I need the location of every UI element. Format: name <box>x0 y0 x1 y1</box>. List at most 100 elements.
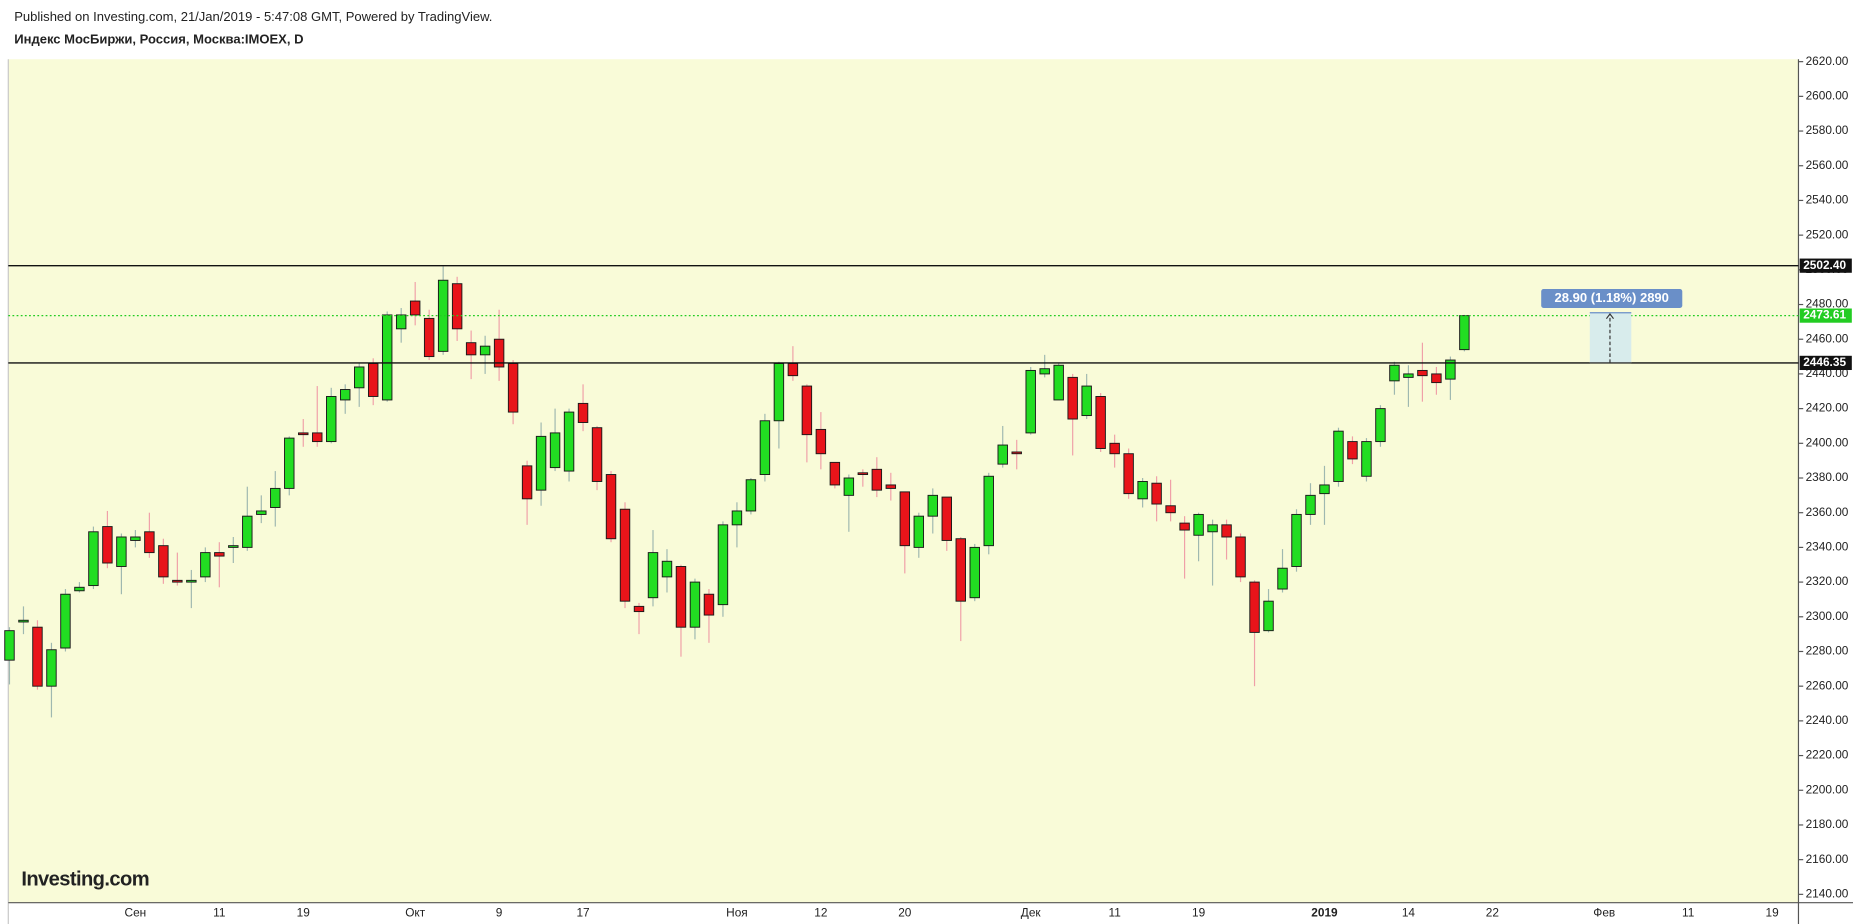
x-tick-label: 19 <box>1192 905 1206 919</box>
candle-body <box>46 649 57 687</box>
candle-body <box>1389 364 1400 382</box>
candle-body <box>1081 385 1092 417</box>
candle-body <box>759 420 771 476</box>
price-tag-label: 2446.35 <box>1803 355 1846 369</box>
candle-body <box>270 487 281 508</box>
price-tag <box>1799 258 1852 273</box>
candle-body <box>1361 441 1372 477</box>
candle-body <box>549 432 561 469</box>
candle-body <box>1263 600 1274 632</box>
candle-body <box>1417 369 1428 377</box>
candle-body <box>479 345 491 356</box>
candle-body <box>1431 373 1442 384</box>
candle-body <box>647 552 659 599</box>
price-tag <box>1799 355 1852 371</box>
candle-body <box>927 494 938 517</box>
candle-body <box>661 560 673 578</box>
x-tick-label: 11 <box>213 905 226 919</box>
published-note: Published on Investing.com, 21/Jan/2019 … <box>14 9 492 24</box>
candle-body <box>1319 484 1330 495</box>
candle-body <box>354 366 365 389</box>
candle-body <box>32 626 43 687</box>
x-tick-label: 17 <box>576 905 589 919</box>
candle-body <box>214 552 225 557</box>
candle-body <box>913 515 925 548</box>
x-tick-label: Сен <box>125 905 147 919</box>
candle-body <box>1053 364 1064 401</box>
y-tick-label: 2280.00 <box>1806 644 1849 658</box>
candle-body <box>801 385 813 436</box>
candle-body <box>577 402 589 423</box>
candle-body <box>1067 376 1078 420</box>
candle-body <box>340 389 351 401</box>
y-tick-label: 2540.00 <box>1806 193 1849 207</box>
candle-body <box>242 515 253 548</box>
candle-body <box>1109 442 1120 455</box>
candle-body <box>605 474 617 540</box>
y-tick-label: 2380.00 <box>1806 470 1849 484</box>
candle-body <box>815 428 827 455</box>
candle-body <box>451 283 463 330</box>
candle-body <box>228 545 239 548</box>
candle-body <box>130 536 141 541</box>
candle-body <box>284 437 295 489</box>
candle-body <box>619 508 631 602</box>
candle-body <box>1165 505 1176 514</box>
y-tick-label: 2260.00 <box>1806 678 1849 692</box>
candle-body <box>437 279 449 352</box>
y-tick-label: 2600.00 <box>1806 88 1849 102</box>
candle-body <box>675 566 687 628</box>
candle-body <box>256 510 267 515</box>
x-tick-label: Дек <box>1021 905 1042 919</box>
x-tick-label: 22 <box>1486 905 1499 919</box>
candle-body <box>1039 368 1050 375</box>
candle-body <box>563 411 575 472</box>
y-tick-label: 2480.00 <box>1806 297 1849 311</box>
candle-body <box>326 395 337 443</box>
candle-body <box>409 300 421 316</box>
y-tick-label: 2320.00 <box>1806 574 1849 588</box>
candle-body <box>116 536 127 567</box>
candle-body <box>1095 395 1106 449</box>
candle-body <box>1277 567 1288 590</box>
candle-body <box>507 363 519 413</box>
candle-body <box>1291 513 1302 567</box>
y-tick-label: 2220.00 <box>1806 748 1849 762</box>
candle-body <box>843 477 855 496</box>
last-price-tag <box>1799 308 1852 323</box>
candle-body <box>1151 482 1162 505</box>
candle-body <box>1193 513 1204 536</box>
y-tick-label: 2560.00 <box>1806 158 1849 172</box>
candle-body <box>703 593 715 616</box>
candle-body <box>423 317 435 358</box>
x-tick-label: Окт <box>405 905 426 919</box>
price-tag-label: 2502.40 <box>1803 258 1846 272</box>
plot-background <box>8 59 1799 903</box>
candle-body <box>1011 451 1022 455</box>
y-tick-label: 2200.00 <box>1806 782 1849 796</box>
last-price-label: 2473.61 <box>1803 308 1846 322</box>
measure-label: 28.90 (1.18%) 2890 <box>1555 290 1669 305</box>
candle-body <box>465 342 477 356</box>
x-tick-label: 20 <box>898 905 912 919</box>
candle-body <box>158 545 169 578</box>
candle-body <box>689 581 701 628</box>
candle-body <box>144 531 155 554</box>
candle-body <box>731 510 743 526</box>
candle-body <box>829 461 841 486</box>
candle-body <box>633 605 645 613</box>
candle-body <box>1025 369 1036 434</box>
candle-body <box>1445 359 1456 380</box>
y-tick-label: 2580.00 <box>1806 123 1849 137</box>
candle-body <box>941 496 952 541</box>
candle-body <box>787 363 799 377</box>
candle-body <box>1137 481 1148 500</box>
candle-body <box>997 444 1008 465</box>
candle-body <box>1235 536 1246 578</box>
candle-body <box>102 526 113 564</box>
chart-title: Индекс МосБиржи, Россия, Москва:IMOEX, D <box>14 32 303 47</box>
candle-body <box>186 579 197 583</box>
y-tick-label: 2620.00 <box>1806 54 1849 68</box>
candle-body <box>591 427 603 482</box>
candle-body <box>4 630 15 661</box>
